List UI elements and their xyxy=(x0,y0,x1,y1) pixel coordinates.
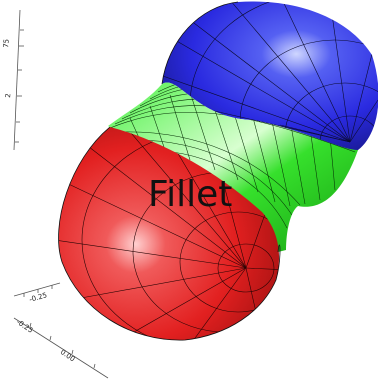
red-mesh xyxy=(58,127,280,341)
y-tick-label: 0.00 xyxy=(59,348,76,363)
fillet-label: Fillet xyxy=(148,174,232,215)
x-tick-label: -0.25 xyxy=(28,291,48,304)
z-tick-label: 75 xyxy=(2,39,11,49)
axis-ticks xyxy=(15,29,96,369)
z-tick-label: 2 xyxy=(4,93,12,98)
green-fillet xyxy=(108,82,358,253)
surface-outline xyxy=(58,1,281,341)
y-tick-label: -0.25 xyxy=(15,318,34,335)
red-sphere xyxy=(58,127,280,341)
